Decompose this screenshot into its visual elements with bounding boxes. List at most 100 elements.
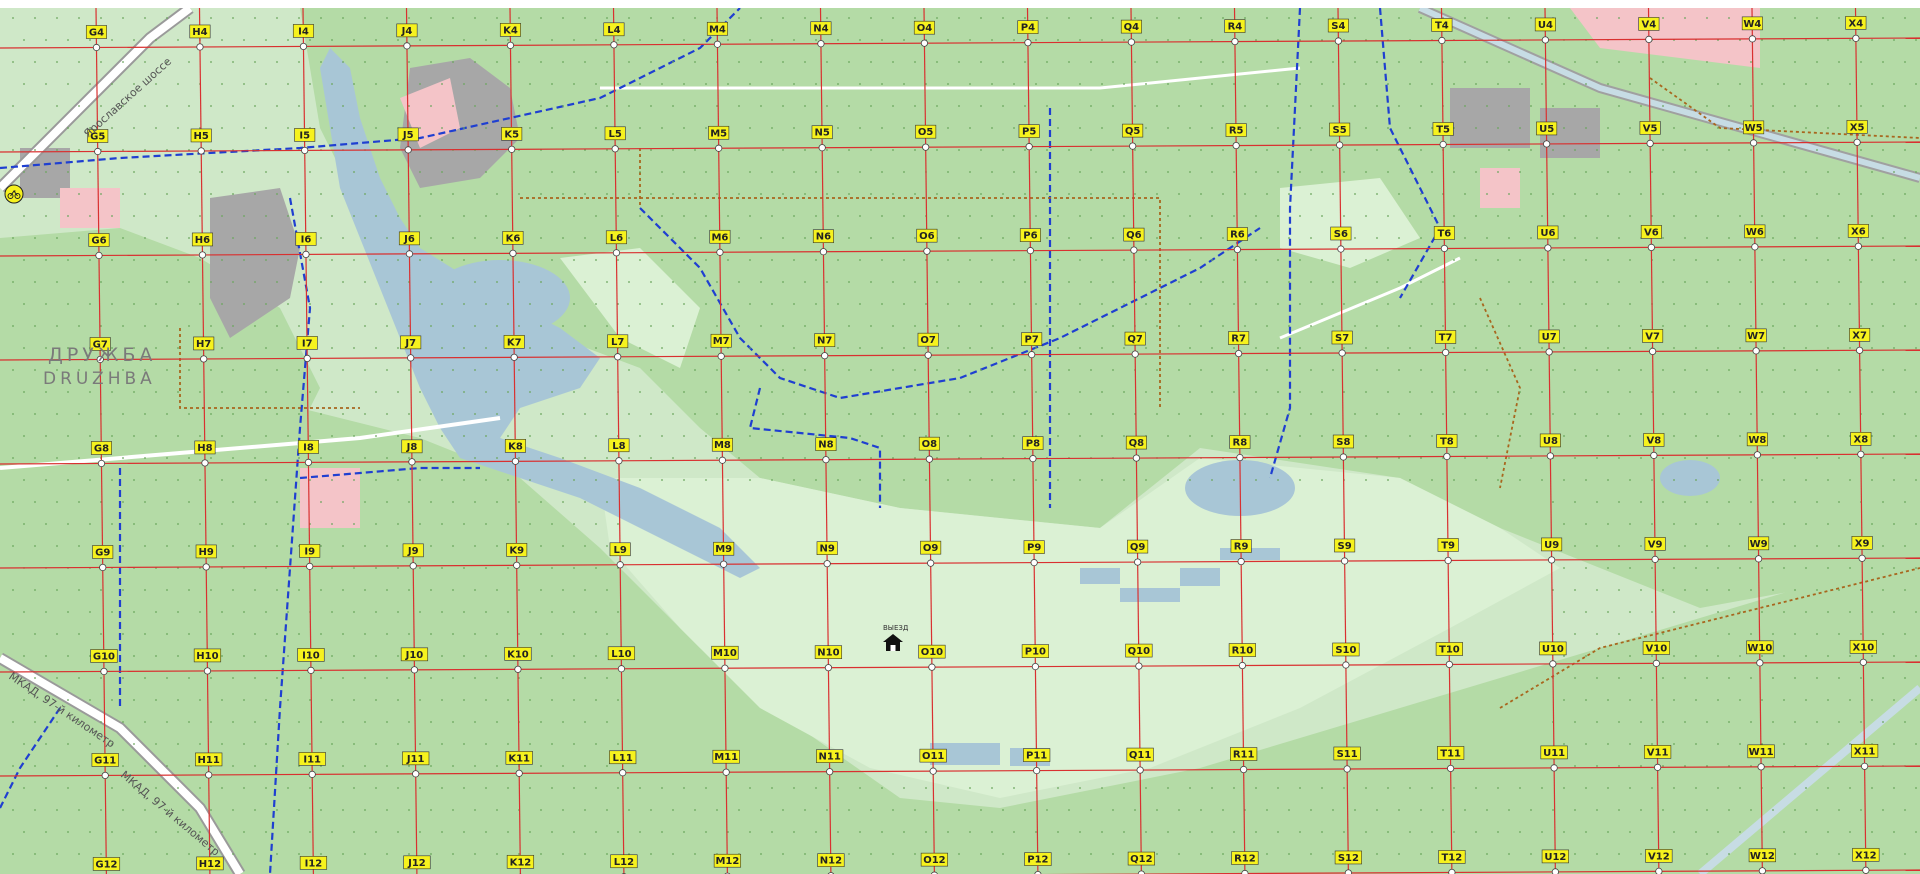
grid-label-V9[interactable]: V9: [1644, 537, 1666, 563]
grid-label-R12[interactable]: R12: [1231, 851, 1259, 874]
grid-label-H6[interactable]: H6: [191, 232, 213, 259]
grid-label-L4[interactable]: L4: [603, 22, 625, 49]
grid-label-O9[interactable]: O9: [920, 540, 942, 567]
grid-label-P5[interactable]: P5: [1018, 124, 1040, 151]
grid-label-I11[interactable]: I11: [298, 752, 326, 778]
shelter-icon[interactable]: [883, 634, 903, 651]
grid-label-L8[interactable]: L8: [608, 438, 630, 465]
grid-label-P11[interactable]: P11: [1023, 748, 1051, 775]
grid-label-U7[interactable]: U7: [1538, 329, 1560, 356]
grid-label-G11[interactable]: G11: [91, 753, 119, 780]
grid-label-K12[interactable]: K12: [506, 854, 535, 874]
grid-label-W9[interactable]: W9: [1748, 536, 1770, 563]
grid-label-G4[interactable]: G4: [85, 25, 107, 52]
grid-label-K6[interactable]: K6: [502, 231, 524, 257]
grid-label-J8[interactable]: J8: [401, 439, 423, 466]
grid-label-R6[interactable]: R6: [1226, 227, 1248, 254]
grid-label-X12[interactable]: X12: [1852, 847, 1880, 874]
grid-label-X5[interactable]: X5: [1846, 120, 1868, 146]
grid-label-W8[interactable]: W8: [1746, 432, 1768, 459]
grid-label-K7[interactable]: K7: [503, 335, 525, 361]
grid-label-O10[interactable]: O10: [918, 644, 946, 671]
grid-label-N10[interactable]: N10: [814, 645, 843, 672]
grid-label-T4[interactable]: T4: [1431, 18, 1453, 45]
grid-label-H5[interactable]: H5: [190, 128, 212, 155]
grid-label-O11[interactable]: O11: [919, 748, 947, 775]
grid-label-V8[interactable]: V8: [1643, 433, 1665, 459]
grid-label-J11[interactable]: J11: [402, 751, 430, 778]
grid-label-Q4[interactable]: Q4: [1120, 19, 1142, 46]
grid-label-Q12[interactable]: Q12: [1127, 851, 1155, 874]
grid-label-S9[interactable]: S9: [1334, 538, 1356, 565]
grid-label-R9[interactable]: R9: [1230, 539, 1252, 566]
grid-label-L6[interactable]: L6: [605, 230, 627, 257]
grid-label-Q6[interactable]: Q6: [1123, 227, 1145, 254]
grid-label-W6[interactable]: W6: [1744, 224, 1766, 251]
grid-label-K4[interactable]: K4: [499, 23, 521, 49]
grid-label-J5[interactable]: J5: [397, 127, 419, 154]
grid-label-L10[interactable]: L10: [607, 646, 636, 673]
grid-label-L5[interactable]: L5: [604, 126, 626, 153]
grid-label-L11[interactable]: L11: [609, 750, 637, 777]
grid-label-W11[interactable]: W11: [1747, 744, 1775, 771]
grid-label-N8[interactable]: N8: [815, 437, 837, 464]
grid-label-V11[interactable]: V11: [1644, 745, 1672, 771]
grid-label-V10[interactable]: V10: [1642, 641, 1670, 667]
grid-label-M11[interactable]: M11: [712, 749, 740, 776]
grid-label-M6[interactable]: M6: [709, 229, 731, 256]
grid-label-N5[interactable]: N5: [811, 125, 833, 152]
grid-label-I5[interactable]: I5: [294, 128, 316, 155]
grid-label-R8[interactable]: R8: [1229, 435, 1251, 462]
grid-label-Q7[interactable]: Q7: [1124, 331, 1146, 358]
grid-label-G5[interactable]: G5: [87, 129, 109, 156]
grid-label-G10[interactable]: G10: [90, 649, 118, 676]
grid-label-G12[interactable]: G12: [92, 857, 121, 874]
grid-label-H4[interactable]: H4: [189, 24, 211, 51]
grid-label-I7[interactable]: I7: [296, 336, 318, 363]
grid-label-P6[interactable]: P6: [1019, 228, 1041, 255]
grid-label-W7[interactable]: W7: [1745, 328, 1767, 355]
grid-label-X4[interactable]: X4: [1845, 16, 1867, 42]
grid-label-H8[interactable]: H8: [194, 440, 216, 467]
grid-label-M12[interactable]: M12: [713, 853, 742, 874]
grid-label-U10[interactable]: U10: [1539, 641, 1567, 668]
grid-label-O7[interactable]: O7: [917, 332, 939, 359]
grid-label-G8[interactable]: G8: [90, 441, 112, 468]
grid-label-H9[interactable]: H9: [195, 544, 217, 571]
grid-label-T12[interactable]: T12: [1438, 850, 1466, 874]
grid-label-S6[interactable]: S6: [1330, 226, 1352, 253]
grid-label-G9[interactable]: G9: [92, 545, 114, 572]
grid-label-H7[interactable]: H7: [193, 336, 215, 363]
grid-label-I6[interactable]: I6: [295, 232, 317, 259]
grid-label-N11[interactable]: N11: [816, 749, 844, 776]
grid-label-P8[interactable]: P8: [1022, 436, 1044, 463]
grid-label-M7[interactable]: M7: [710, 333, 732, 360]
grid-label-T9[interactable]: T9: [1437, 538, 1459, 565]
grid-label-Q11[interactable]: Q11: [1126, 747, 1154, 774]
grid-label-H12[interactable]: H12: [196, 856, 224, 874]
grid-label-O5[interactable]: O5: [915, 124, 937, 151]
grid-label-J10[interactable]: J10: [400, 647, 429, 674]
grid-label-U4[interactable]: U4: [1534, 17, 1556, 44]
grid-label-V6[interactable]: V6: [1640, 225, 1662, 251]
grid-label-W10[interactable]: W10: [1746, 640, 1774, 667]
map-canvas[interactable]: G4 H4 I4 J4 K4 L4 M4 N4 O4 P4 Q4 R4 S4 T4 U4 V4 W4 X4 G5 H5…: [0, 8, 1920, 874]
grid-label-O4[interactable]: O4: [913, 20, 935, 47]
grid-label-M8[interactable]: M8: [711, 437, 733, 464]
grid-label-I9[interactable]: I9: [299, 544, 321, 570]
grid-label-X10[interactable]: X10: [1849, 639, 1877, 666]
grid-label-M10[interactable]: M10: [711, 645, 739, 672]
grid-label-U9[interactable]: U9: [1541, 537, 1563, 564]
grid-label-H11[interactable]: H11: [195, 752, 223, 779]
grid-label-S8[interactable]: S8: [1332, 434, 1354, 461]
grid-label-V4[interactable]: V4: [1638, 17, 1660, 44]
grid-label-X11[interactable]: X11: [1850, 743, 1879, 770]
grid-label-K11[interactable]: K11: [505, 750, 533, 777]
grid-label-Q8[interactable]: Q8: [1125, 435, 1147, 462]
map-viewport[interactable]: G4 H4 I4 J4 K4 L4 M4 N4 O4 P4 Q4 R4 S4 T4 U4 V4 W4 X4 G5 H5…: [0, 8, 1920, 874]
grid-label-N9[interactable]: N9: [816, 541, 838, 568]
grid-label-P4[interactable]: P4: [1017, 20, 1039, 47]
grid-label-R10[interactable]: R10: [1228, 643, 1256, 670]
grid-label-Q10[interactable]: Q10: [1125, 643, 1153, 670]
grid-label-J6[interactable]: J6: [398, 231, 420, 258]
